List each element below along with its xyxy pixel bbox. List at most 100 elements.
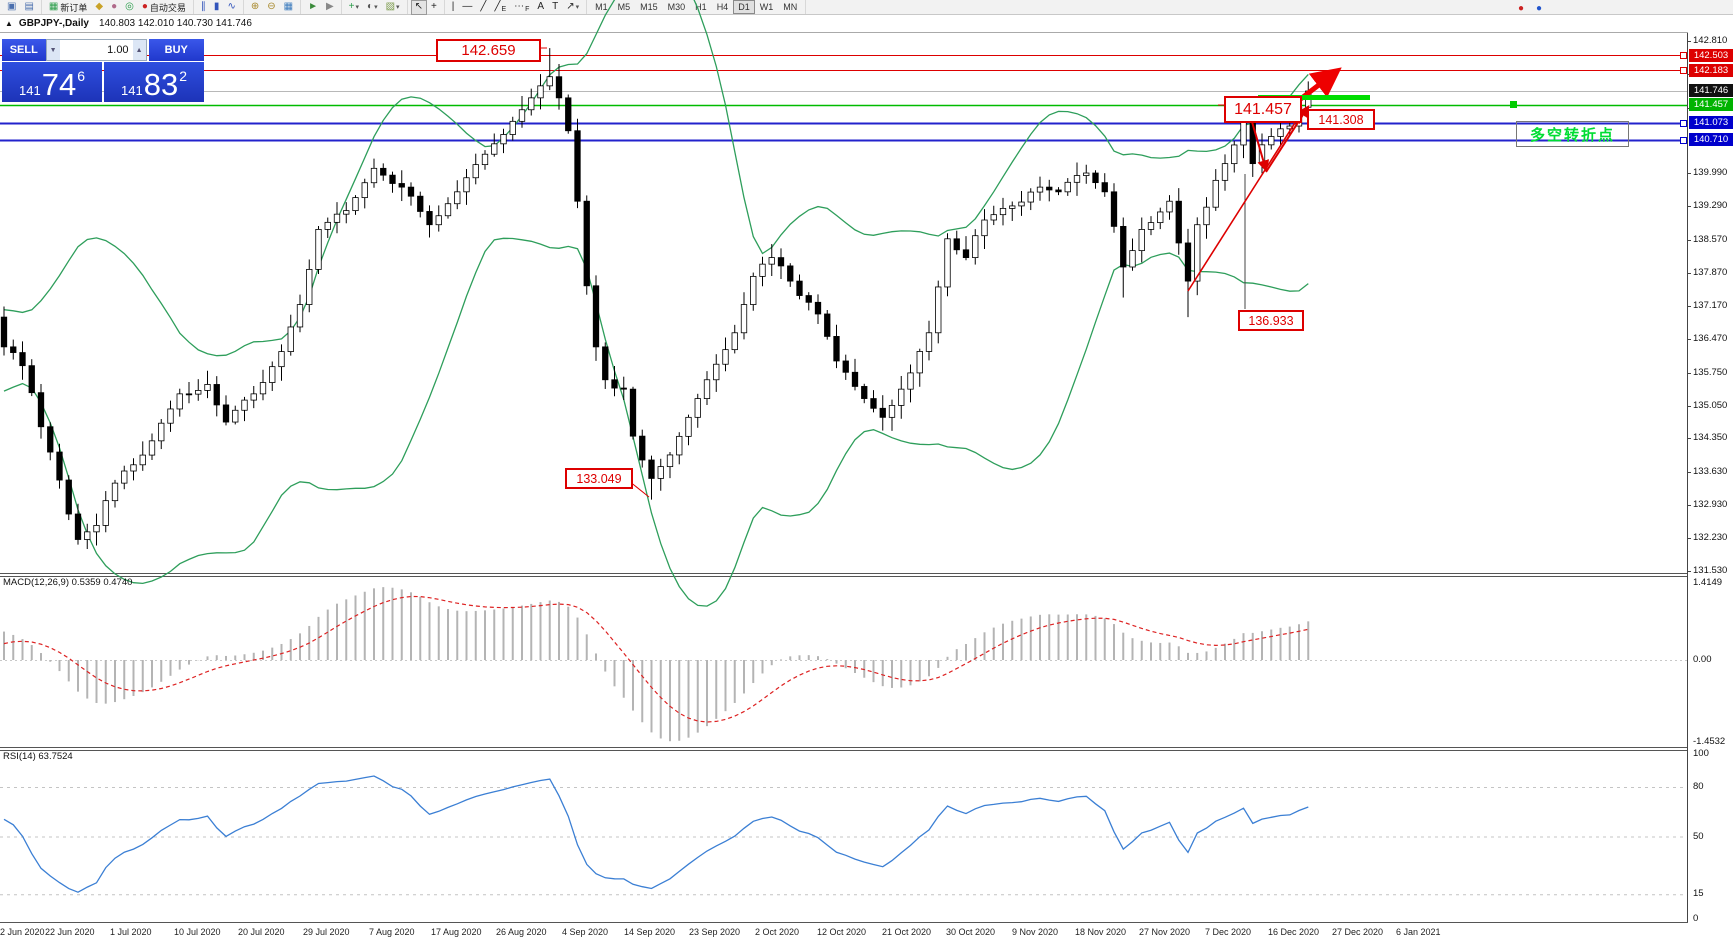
line-anchor-marker[interactable] [1680, 52, 1687, 59]
text-icon[interactable]: A [533, 0, 548, 15]
date-label: 2 Oct 2020 [755, 927, 800, 937]
fibonacci-icon[interactable]: ⋯ F [510, 0, 533, 15]
date-label: 6 Jan 2021 [1396, 927, 1441, 937]
timeframe-m15[interactable]: M15 [640, 2, 658, 12]
price-label-142659[interactable]: 142.659 [436, 39, 541, 62]
volume-increase-button[interactable]: ▲ [132, 40, 146, 60]
periods-icon[interactable]: ◐ ▾ [363, 0, 382, 15]
bar-chart-icon[interactable]: ∥ [197, 0, 210, 15]
chart-bottom-border [0, 922, 1688, 923]
chart-shift-icon[interactable]: ▶ [322, 0, 338, 15]
price-badge-142.503: 142.503 [1689, 49, 1733, 62]
charts-window-icon[interactable]: ▣ [3, 0, 20, 15]
profiles-icon[interactable]: ▤ [20, 0, 37, 15]
horizontal-line-icon[interactable]: — [458, 0, 476, 15]
record-icon[interactable]: ● [1514, 1, 1528, 16]
cursor-icon[interactable]: ↖ [410, 0, 427, 15]
price-tick [1687, 306, 1691, 307]
toolbar-group: | — ╱ ╱ E ⋯ F A T ↗ ▾ [445, 0, 588, 15]
toolbar-group: ► ▶ [301, 0, 342, 14]
timeframe-m1[interactable]: M1 [595, 2, 608, 12]
channel-icon-sub: E [501, 5, 507, 13]
arrows-icon-caret[interactable]: ▾ [575, 4, 580, 11]
trendline-icon[interactable]: ╱ [476, 0, 490, 15]
timeframe-d1[interactable]: D1 [733, 0, 755, 14]
price-tick-label: 142.810 [1693, 35, 1728, 46]
price-tick [1687, 505, 1691, 506]
templates-icon-caret[interactable]: ▾ [396, 4, 400, 11]
sell-price-display[interactable]: 141 74 6 [2, 62, 102, 102]
channel-icon[interactable]: ╱ E [490, 0, 510, 15]
horizontal-lines[interactable] [0, 55, 1687, 142]
price-badge-140.710: 140.710 [1689, 133, 1733, 146]
notify-icon[interactable]: ● [1532, 1, 1546, 16]
timeframe-w1[interactable]: W1 [759, 2, 774, 12]
toolbar-right: ● ● [1514, 1, 1546, 16]
window-marker-icon: ▲ [5, 19, 13, 28]
timeframe-m30[interactable]: M30 [667, 2, 686, 12]
buy-price-display[interactable]: 141 83 2 [104, 62, 204, 102]
signals-icon[interactable]: ◎ [121, 0, 138, 15]
timeframe-m5[interactable]: M5 [617, 2, 631, 12]
bar-chart-icon: ∥ [200, 1, 206, 12]
date-label: 21 Oct 2020 [882, 927, 932, 937]
date-label: 26 Aug 2020 [496, 927, 547, 937]
date-label: 23 Sep 2020 [689, 927, 741, 937]
date-label: 2 Jun 2020 [0, 927, 45, 937]
periods-icon-caret[interactable]: ▾ [374, 4, 378, 11]
rsi-scale-80: 80 [1693, 781, 1704, 792]
zoom-in-icon[interactable]: ⊕ [247, 0, 263, 15]
text-label-icon[interactable]: T [548, 0, 562, 15]
chart-shift-icon: ▶ [325, 1, 334, 12]
templates-icon[interactable]: ▧ ▾ [382, 0, 404, 15]
rsi-label: RSI(14) 63.7524 [3, 751, 73, 762]
volume-decrease-button[interactable]: ▼ [46, 40, 60, 60]
line-chart-icon[interactable]: ∿ [223, 0, 239, 15]
crosshair-icon[interactable]: + [427, 0, 441, 15]
market-icon[interactable]: ● [107, 0, 121, 15]
price-label-133049[interactable]: 133.049 [565, 468, 633, 489]
macd-label: MACD(12,26,9) 0.5359 0.4740 [3, 577, 133, 588]
timeframe-mn[interactable]: MN [783, 2, 798, 12]
fibonacci-icon-sub: F [525, 5, 530, 13]
price-tick [1687, 472, 1691, 473]
rsi-scale-100: 100 [1693, 748, 1709, 759]
zoom-in-icon: ⊕ [250, 1, 260, 12]
buy-button[interactable]: BUY [148, 39, 204, 61]
line-anchor-marker[interactable] [1680, 137, 1687, 144]
price-label-136933[interactable]: 136.933 [1238, 310, 1304, 331]
new-order-icon[interactable]: ▦ 新订单 [45, 0, 91, 15]
line-anchor-marker[interactable] [1680, 120, 1687, 127]
line-anchor-marker[interactable] [1680, 67, 1687, 74]
sell-button[interactable]: SELL [2, 39, 46, 61]
market-icon: ● [111, 1, 118, 12]
price-badge-141.073: 141.073 [1689, 116, 1733, 129]
text-icon: A [537, 1, 545, 12]
zoom-out-icon[interactable]: ⊖ [263, 0, 279, 15]
candlestick-icon: ▮ [213, 1, 220, 12]
price-tick-label: 134.350 [1693, 432, 1728, 443]
volume-input[interactable]: 1.00 [107, 44, 129, 56]
price-label-141457[interactable]: 141.457 [1224, 96, 1302, 123]
toolbar: ▣ ▤ ▦ 新订单 ◆ ● ◎ ● 自动交易 ∥ ▮ ∿ ⊕ ⊖ ▦ ► ▶ + ▾ ◐ ▾ ▧ ▾ ↖ + | — ╱ ╱ E ⋯ F A T ↗… [0, 0, 1733, 15]
price-badge-141.746: 141.746 [1689, 84, 1733, 97]
bull-bear-note[interactable]: 多空转折点 [1516, 121, 1629, 147]
price-macd-separator2 [0, 576, 1688, 577]
timeframe-h4[interactable]: H4 [716, 2, 729, 12]
macd-rsi-separator[interactable] [0, 747, 1688, 748]
auto-scroll-icon[interactable]: ► [304, 0, 322, 15]
date-label: 1 Jul 2020 [110, 927, 152, 937]
arrows-icon[interactable]: ↗ ▾ [562, 0, 583, 15]
candlestick-icon[interactable]: ▮ [210, 0, 224, 15]
price-macd-separator[interactable] [0, 573, 1688, 574]
autotrade-icon[interactable]: ● 自动交易 [138, 0, 190, 15]
price-label-141308[interactable]: 141.308 [1307, 109, 1375, 130]
vertical-line-icon[interactable]: | [448, 0, 459, 15]
date-label: 16 Dec 2020 [1268, 927, 1320, 937]
timeframe-h1[interactable]: H1 [695, 2, 707, 12]
tile-windows-icon[interactable]: ▦ [280, 0, 297, 15]
strategy-tester-icon[interactable]: ◆ [91, 0, 107, 15]
indicators-icon[interactable]: + ▾ [345, 0, 363, 15]
indicators-icon-caret[interactable]: ▾ [355, 4, 360, 11]
